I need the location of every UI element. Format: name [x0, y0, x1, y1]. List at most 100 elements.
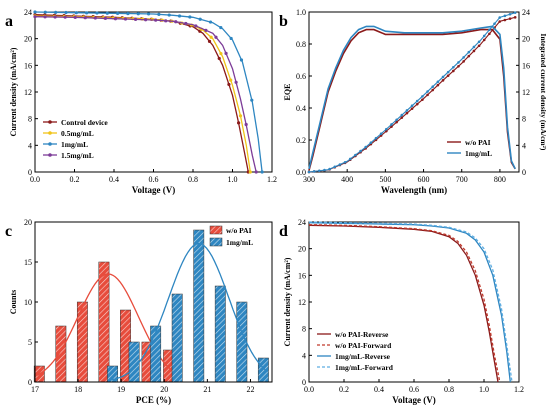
data-point-a-2	[167, 13, 171, 17]
y-tick-label: 0	[28, 378, 32, 387]
x-tick-label: 17	[31, 385, 39, 394]
x-tick-label: 400	[341, 175, 353, 184]
data-point-b-0	[498, 20, 502, 23]
data-point-b-0	[457, 64, 460, 68]
data-point-a-3	[103, 16, 107, 20]
y-tick-label: 0	[28, 168, 32, 177]
x-tick-label: 0.2	[339, 385, 349, 394]
data-point-a-3	[214, 35, 218, 39]
y-tick-label: 20	[298, 245, 306, 254]
y2-tick-label: 24	[522, 8, 530, 17]
data-point-b-0	[436, 83, 440, 87]
data-point-b-0	[508, 17, 512, 20]
legend-label-b-0: w/o PAI	[465, 138, 491, 147]
data-point-b-1	[328, 167, 331, 171]
data-point-b-1	[405, 109, 409, 112]
data-point-b-1	[312, 170, 316, 173]
legend-marker-a-3	[48, 153, 52, 157]
y-tick-label: 15	[24, 258, 32, 267]
bar-c-1	[171, 293, 183, 383]
data-point-b-1	[307, 170, 311, 174]
series-line-d-1	[308, 224, 501, 383]
x-tick-label: 700	[456, 175, 468, 184]
x-tick-label: 1.2	[267, 175, 277, 184]
data-point-b-1	[359, 149, 362, 153]
data-point-b-0	[395, 120, 398, 124]
data-point-b-1	[390, 123, 393, 126]
data-point-b-1	[348, 157, 352, 161]
data-point-a-3	[133, 17, 138, 21]
data-point-b-1	[498, 16, 502, 19]
data-point-a-3	[254, 170, 258, 174]
data-point-b-0	[431, 88, 435, 92]
data-point-b-1	[421, 95, 424, 98]
data-point-b-0	[513, 16, 517, 19]
y-tick-label: 8	[302, 325, 306, 334]
bar-c-0	[55, 325, 67, 383]
data-point-b-1	[482, 34, 486, 38]
data-point-b-1	[467, 50, 471, 54]
data-point-a-2	[188, 15, 192, 19]
data-point-b-1	[343, 160, 347, 164]
x-tick-label: 0.8	[188, 175, 198, 184]
bar-c-1	[128, 341, 140, 383]
data-point-a-2	[43, 10, 47, 14]
data-point-a-2	[54, 10, 58, 14]
y-tick-label: 0.8	[296, 40, 306, 49]
data-point-b-1	[333, 165, 337, 169]
bar-c-1	[236, 301, 248, 383]
legend-label-d-0: w/o PAI-Reverse	[335, 330, 389, 339]
legend-label-c-1: 1mg/mL	[226, 238, 253, 247]
data-point-a-3	[164, 19, 168, 23]
panel-letter: d	[279, 223, 288, 240]
data-point-a-2	[219, 25, 223, 30]
data-point-b-1	[318, 169, 321, 173]
data-point-b-0	[405, 111, 409, 115]
gaussian-fit-c-0	[34, 273, 174, 377]
x-tick-label: 0.0	[30, 175, 40, 184]
y-tick-label: 16	[298, 271, 306, 280]
data-point-a-2	[198, 17, 202, 21]
data-point-a-3	[184, 21, 188, 26]
data-point-b-1	[452, 65, 455, 69]
y-tick-label: 8	[28, 115, 32, 124]
x-tick-label: 20	[160, 385, 168, 394]
y2-tick-label: 8	[522, 115, 526, 124]
data-point-b-0	[415, 102, 419, 106]
panel-letter: c	[5, 223, 12, 240]
bar-c-1	[150, 325, 162, 383]
y-tick-label: 24	[298, 218, 306, 227]
data-point-b-1	[364, 145, 368, 149]
y-tick-label: 24	[24, 8, 32, 17]
legend-label-d-1: w/o PAI-Forward	[335, 341, 392, 350]
y2-tick-label: 16	[522, 61, 530, 70]
x-tick-label: 19	[117, 385, 125, 394]
x-tick-label: 800	[494, 175, 506, 184]
data-point-b-1	[436, 80, 440, 84]
data-point-b-0	[503, 18, 507, 22]
data-point-a-2	[105, 11, 109, 15]
x-tick-label: 600	[418, 175, 430, 184]
legend-marker-a-2	[48, 142, 52, 146]
data-point-a-3	[224, 51, 228, 55]
series-line-d-3	[308, 221, 513, 383]
x-tick-label: 0.2	[70, 175, 80, 184]
data-point-a-3	[144, 18, 148, 22]
data-point-b-1	[462, 56, 465, 59]
data-point-b-1	[338, 163, 342, 166]
data-point-a-0	[217, 56, 221, 61]
y-tick-label: 12	[24, 88, 32, 97]
data-point-b-1	[374, 136, 378, 140]
x-axis-label: PCE (%)	[136, 395, 171, 405]
data-point-b-1	[477, 40, 481, 44]
data-point-a-2	[126, 11, 130, 16]
data-point-a-3	[194, 24, 198, 28]
bar-c-0	[98, 261, 110, 383]
data-point-b-1	[488, 28, 491, 32]
y-tick-label: 12	[298, 298, 306, 307]
data-point-a-3	[234, 80, 238, 84]
y2-tick-label: 4	[522, 141, 526, 150]
data-point-b-1	[513, 11, 517, 14]
data-point-b-1	[457, 61, 460, 64]
data-point-b-0	[426, 93, 429, 97]
